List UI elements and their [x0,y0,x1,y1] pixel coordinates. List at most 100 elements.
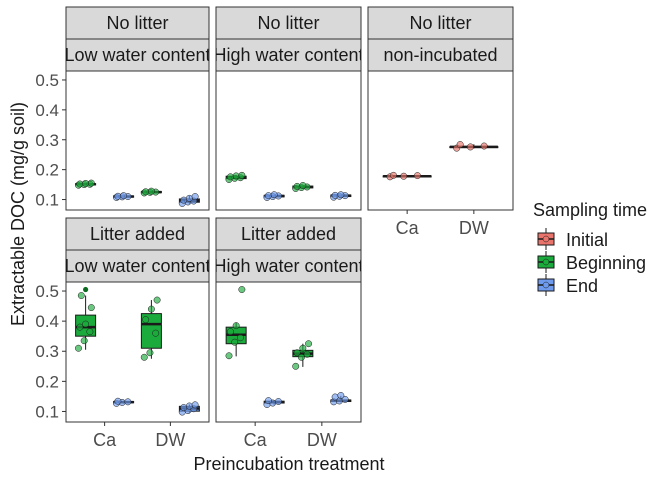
data-point [114,192,122,200]
box-ca-initial [382,171,432,181]
legend-label: End [566,276,598,296]
box-ca-end [113,192,135,201]
data-point [185,402,193,410]
box-dw-beginning [292,340,314,370]
data-point [87,304,95,312]
x-tick-label: DW [155,430,185,450]
data-point [147,187,155,195]
facet-strip-top [65,6,210,40]
strip-labels: No litter High water content [213,13,363,65]
data-point [299,182,307,189]
data-point [400,172,408,180]
data-point [120,192,128,200]
strip-label-top: No litter [106,13,168,33]
data-point [305,340,313,348]
facet-panel-1: No litter Low water content 0.1 0.2 0.3 0.4 0.… [35,6,210,211]
data-point [389,171,397,179]
data-point [274,398,282,405]
facet-strip-bottom [367,38,514,72]
box-ca-end [263,191,285,201]
strip-label-top: No litter [257,13,319,33]
legend-key-beginning [537,251,555,273]
facet-strip-top [215,217,362,251]
outlier-point [83,286,89,293]
data-point [413,172,421,180]
facet-strip-bottom [65,249,210,283]
legend-key-initial [537,228,555,250]
x-tick-label: Ca [244,430,268,450]
data-point [180,404,188,411]
plot-border [367,70,514,211]
facet-panel-4: Litter added Low water content 0.1 0.2 0.3 0.… [35,217,210,450]
box-ca-beginning [75,292,97,352]
data-point [238,286,246,293]
data-point [264,397,272,405]
data-point [292,362,300,370]
data-point [152,329,160,337]
box-ca-beginning [225,286,247,360]
legend-key-point [542,258,550,266]
legend-key-end [537,274,555,296]
strip-label-top: No litter [409,13,471,33]
y-tick-label: 0.2 [35,161,59,180]
y-tick-label: 0.5 [35,282,59,301]
strip-label-bottom: High water content [213,45,363,65]
plot-marks [225,286,352,408]
box-ca-end [263,397,285,408]
data-point [337,392,345,399]
plot-background [368,71,513,210]
data-point [232,172,240,180]
plot-marks [382,141,499,181]
box-ca-beginning [225,171,247,183]
data-point [76,323,84,331]
strip-label-top: Litter added [241,224,336,244]
data-point [456,141,464,148]
box-dw-end [178,401,200,416]
plot-border [65,281,210,423]
data-point [76,180,84,188]
data-point [226,173,234,181]
data-point [180,196,188,204]
strip-labels: Litter added High water content [213,224,363,276]
strip-labels: No litter Low water content [64,13,210,65]
plot-border [215,281,362,423]
data-point [75,344,82,352]
box-ca-end [113,397,135,407]
y-tick-label: 0.1 [35,402,59,421]
data-point [191,401,199,409]
y-axis-title: Extractable DOC (mg/g soil) [8,102,28,326]
y-tick-label: 0.1 [35,191,59,210]
data-point [146,349,154,357]
data-point [331,393,339,401]
data-point [293,349,301,357]
x-axis-title: Preincubation treatment [193,454,384,474]
plot-background [66,71,209,210]
data-point [82,320,90,328]
plot-background [66,282,209,422]
data-point [303,350,311,358]
data-point [87,179,95,187]
strip-label-bottom: High water content [213,256,363,276]
plot-marks [75,179,200,207]
facet-strip-top [215,6,362,40]
box-dw-beginning [140,296,162,361]
facet-panel-3: No litter non-incubated Ca DW [367,6,514,238]
data-point [236,334,244,342]
data-point [297,353,305,361]
strip-label-bottom: Low water content [64,45,210,65]
plot-marks [75,286,200,416]
facet-panel-2: No litter High water content [213,6,363,211]
legend-key-point [542,235,550,243]
box-dw-end [178,193,200,207]
data-point [114,397,122,405]
data-point [225,352,233,360]
facet-strip-top [65,217,210,251]
data-point [142,316,150,324]
legend-title: Sampling time [533,200,647,220]
data-point [341,395,349,403]
data-point [147,305,155,313]
legend-label: Initial [566,230,608,250]
box-dw-beginning [140,187,162,197]
